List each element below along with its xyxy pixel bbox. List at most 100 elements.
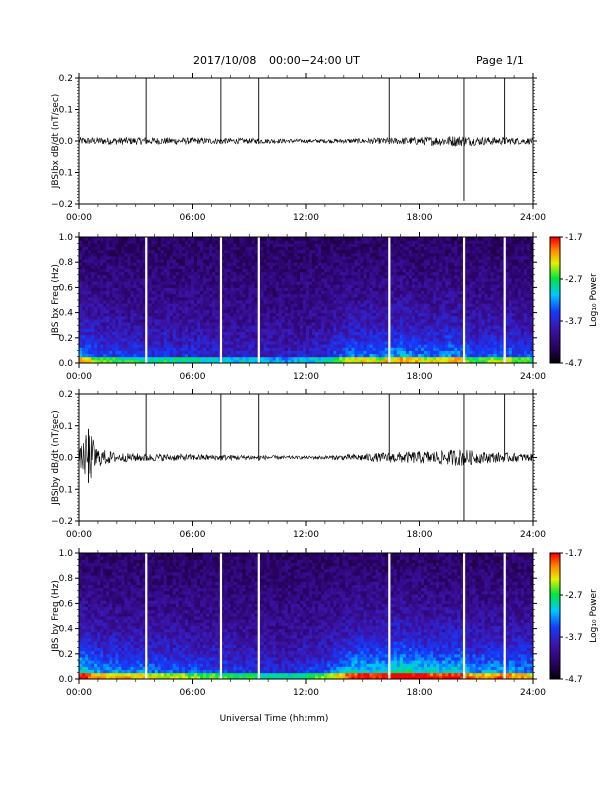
spectrogram-cell (275, 318, 280, 323)
spectrogram-cell (103, 262, 107, 266)
spectrogram-cell (79, 312, 83, 317)
spectrogram-cell (266, 337, 271, 342)
spectrogram-cell (139, 334, 144, 339)
spectrogram-cell (375, 293, 380, 298)
spectrogram-cell (360, 274, 365, 279)
spectrogram-cell (309, 312, 313, 317)
spectrogram-cell (163, 337, 168, 342)
spectrogram-cell (369, 347, 374, 351)
spectrogram-cell (145, 340, 150, 345)
spectrogram-cell (157, 296, 162, 301)
spectrogram-cell (236, 262, 240, 266)
spectrogram-cell (112, 331, 116, 336)
spectrogram-cell (312, 359, 316, 363)
spectrogram-cell (224, 240, 228, 244)
spectrogram-cell (190, 300, 195, 304)
spectrogram-cell (439, 322, 443, 326)
spectrogram-cell (309, 237, 313, 241)
spectrogram-cell (312, 309, 316, 314)
spectrogram-cell (184, 350, 189, 355)
spectrogram-cell (281, 240, 286, 244)
spectrogram-cell (363, 293, 368, 298)
spectrogram-cell (396, 249, 401, 254)
spectrogram-cell (184, 268, 189, 273)
spectrogram-cell (142, 290, 147, 295)
spectrogram-cell (284, 259, 289, 263)
spectrogram-cell (315, 262, 319, 266)
spectrogram-cell (333, 337, 337, 342)
spectrogram-cell (157, 265, 162, 269)
spectrogram-cell (197, 271, 201, 276)
spectrogram-cell (197, 328, 201, 332)
spectrogram-cell (109, 268, 113, 273)
spectrogram-cell (302, 359, 307, 363)
spectrogram-cell (296, 347, 301, 351)
spectrogram-cell (287, 287, 292, 292)
spectrogram-cell (181, 356, 186, 361)
spectrogram-cell (417, 246, 422, 251)
spectrogram-cell (318, 249, 322, 254)
spectrogram-cell (184, 306, 189, 310)
spectrogram-cell (227, 240, 231, 244)
spectrogram-cell (372, 300, 377, 304)
spectrogram-cell (442, 265, 446, 269)
spectrogram-cell (118, 340, 122, 345)
spectrogram-cell (175, 359, 180, 363)
spectrogram-cell (166, 240, 171, 244)
spectrogram-cell (233, 359, 237, 363)
spectrogram-cell (88, 359, 92, 363)
spectrogram-cell (215, 274, 219, 279)
spectrogram-cell (278, 293, 283, 298)
spectrogram-cell (360, 328, 365, 332)
spectrogram-cell (405, 246, 410, 251)
spectrogram-cell (79, 347, 83, 351)
spectrogram-cell (142, 347, 147, 351)
spectrogram-cell (290, 312, 295, 317)
spectrogram-cell (275, 322, 280, 326)
spectrogram-cell (378, 249, 383, 254)
spectrogram-cell (206, 249, 210, 254)
spectrogram-cell (339, 306, 343, 310)
spectrogram-cell (236, 293, 240, 298)
spectrogram-cell (351, 344, 355, 348)
spectrogram-cell (430, 284, 434, 288)
spectrogram-cell (230, 274, 234, 279)
spectrogram-cell (94, 259, 98, 263)
spectrogram-cell (351, 249, 355, 254)
spectrogram-cell (260, 359, 265, 363)
spectrogram-cell (272, 259, 277, 263)
spectrogram-cell (94, 274, 98, 279)
spectrogram-cell (375, 328, 380, 332)
spectrogram-cell (324, 265, 328, 269)
spectrogram-cell (424, 290, 428, 295)
spectrogram-cell (245, 300, 249, 304)
spectrogram-cell (357, 315, 361, 320)
spectrogram-cell (239, 240, 243, 244)
spectrogram-cell (142, 268, 147, 273)
spectrogram-cell (124, 237, 128, 241)
spectrogram-cell (306, 340, 310, 345)
spectrogram-cell (79, 262, 83, 266)
spectrogram-cell (272, 262, 277, 266)
spectrogram-cell (242, 237, 246, 241)
spectrogram-cell (333, 318, 337, 323)
spectrogram-cell (142, 252, 147, 257)
spectrogram-cell (175, 296, 180, 301)
spectrogram-cell (333, 284, 337, 288)
spectrogram-cell (100, 337, 104, 342)
spectrogram-cell (345, 284, 349, 288)
spectrogram-cell (251, 312, 256, 317)
spectrogram-cell (290, 322, 295, 326)
spectrogram-cell (245, 325, 249, 329)
spectrogram-cell (166, 340, 171, 345)
spectrogram-cell (306, 296, 310, 301)
spectrogram-cell (82, 274, 86, 279)
spectrogram-cell (372, 356, 377, 361)
spectrogram-cell (154, 255, 159, 260)
spectrogram-cell (439, 246, 443, 251)
spectrogram-cell (100, 246, 104, 251)
spectrogram-cell (299, 290, 304, 295)
spectrogram-cell (381, 293, 386, 298)
spectrogram-cell (372, 353, 377, 358)
spectrogram-cell (124, 240, 128, 244)
